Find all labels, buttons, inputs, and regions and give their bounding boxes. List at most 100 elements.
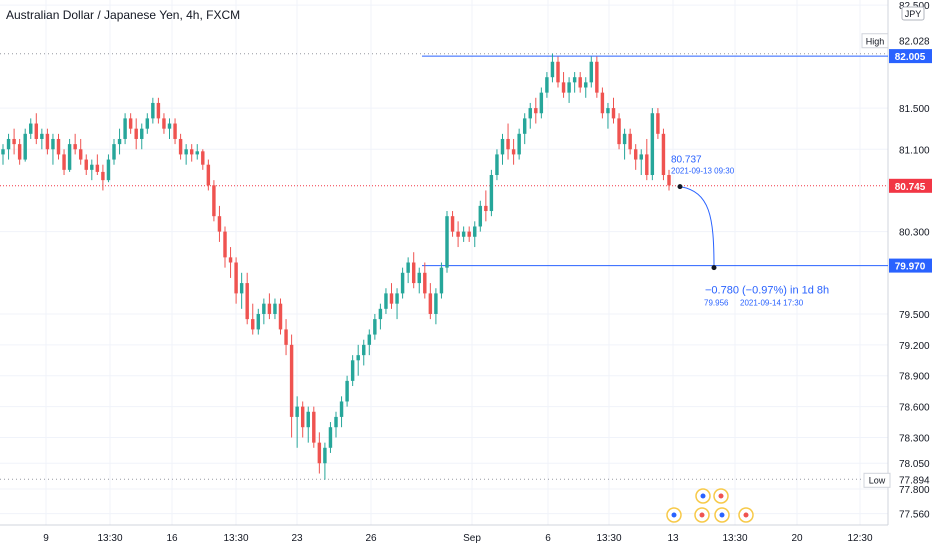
candle-body — [239, 283, 244, 294]
projection-start-dot — [677, 184, 683, 190]
candle-body — [112, 144, 116, 160]
candle-body — [478, 205, 483, 227]
time-tick-label: 13:30 — [596, 533, 621, 544]
candle-body — [517, 133, 521, 155]
candle-body — [300, 406, 305, 428]
candle-body — [484, 205, 488, 212]
projection-end-dot — [711, 265, 717, 271]
candle-body — [12, 138, 16, 145]
candle-body — [90, 164, 94, 170]
candle-body — [528, 108, 532, 119]
price-tick-label: 77.800 — [899, 485, 930, 496]
candle-body — [628, 133, 632, 150]
candle-body — [489, 175, 494, 212]
candle-body — [212, 185, 216, 217]
low-tag-label: Low — [869, 475, 886, 485]
candle-body — [389, 293, 394, 304]
candle-body — [461, 231, 466, 237]
candle-body — [661, 133, 666, 175]
candle-body — [656, 113, 660, 134]
event-icon-dot — [718, 493, 724, 499]
candle-body — [639, 154, 643, 160]
candle-body — [595, 61, 599, 93]
candle-body — [611, 108, 616, 119]
projection-end-price: 79.956 — [704, 299, 729, 308]
candle-body — [306, 411, 310, 428]
candle-body — [384, 293, 388, 309]
candle-body — [534, 108, 538, 114]
projection-end-time: 2021-09-14 17:30 — [740, 299, 804, 308]
candle-body — [495, 154, 499, 175]
price-tick-label: 77.560 — [899, 510, 930, 521]
candle-body — [622, 133, 627, 145]
candle-body — [600, 92, 605, 114]
candle-body — [539, 92, 544, 114]
candle-body — [273, 303, 277, 314]
candle-body — [78, 149, 83, 160]
candle-body — [151, 102, 155, 119]
price-tick-label: 78.900 — [899, 372, 930, 383]
price-label: 79.970 — [895, 262, 926, 273]
candle-body — [1, 149, 5, 155]
candle-body — [262, 303, 266, 314]
candle-body — [345, 380, 349, 402]
candle-body — [167, 123, 172, 129]
candle-body — [140, 128, 144, 139]
high-tag — [861, 33, 889, 49]
time-tick-label: 23 — [291, 533, 303, 544]
candle-body — [128, 118, 133, 129]
price-label-box — [889, 258, 932, 273]
candle-body — [117, 138, 122, 145]
low-tag — [863, 472, 891, 488]
candle-body — [95, 164, 100, 172]
candle-body — [645, 154, 649, 175]
candle-body — [550, 61, 555, 78]
time-tick-label: 13:30 — [97, 533, 122, 544]
price-tick-label: 78.300 — [899, 434, 930, 445]
candle-body — [67, 144, 72, 170]
currency-box — [901, 6, 925, 21]
candle-body — [278, 303, 283, 330]
candle-body — [51, 138, 55, 150]
candle-body — [73, 144, 77, 150]
event-icon-dot — [699, 512, 705, 518]
candle-body — [428, 293, 433, 314]
candle-body — [162, 118, 166, 129]
projection-start-price: 80.737 — [671, 155, 702, 166]
candle-body — [411, 262, 416, 284]
price-tick-label: 79.500 — [899, 310, 930, 321]
candle-body — [545, 77, 549, 93]
high-value: 82.028 — [899, 37, 930, 48]
candle-body — [328, 427, 333, 448]
candle-body — [456, 231, 460, 237]
candle-body — [561, 82, 566, 93]
candle-body — [56, 138, 61, 155]
candle-body — [589, 61, 594, 83]
candle-body — [506, 138, 510, 150]
candle-body — [334, 416, 338, 428]
candle-body — [217, 216, 222, 232]
time-tick-label: 16 — [166, 533, 178, 544]
candle-body — [195, 151, 199, 155]
candle-body — [245, 283, 249, 320]
candle-body — [223, 231, 227, 258]
candle-body — [578, 77, 582, 88]
projection-start-time: 2021-09-13 09:30 — [671, 167, 735, 176]
candle-body — [633, 149, 638, 160]
time-tick-label: 13:30 — [223, 533, 248, 544]
price-label: 80.745 — [895, 182, 926, 193]
price-tick-label: 81.100 — [899, 145, 930, 156]
time-tick-label: 13:30 — [722, 533, 747, 544]
candle-body — [234, 262, 238, 294]
time-tick-label: 12:30 — [847, 533, 872, 544]
candle-body — [423, 272, 427, 294]
time-tick-label: 26 — [365, 533, 377, 544]
candle-body — [23, 133, 27, 160]
candle-body — [450, 216, 455, 232]
candle-body — [201, 151, 205, 165]
time-tick-label: 6 — [545, 533, 551, 544]
price-label-box — [889, 49, 932, 64]
event-icon-dot — [700, 493, 706, 499]
